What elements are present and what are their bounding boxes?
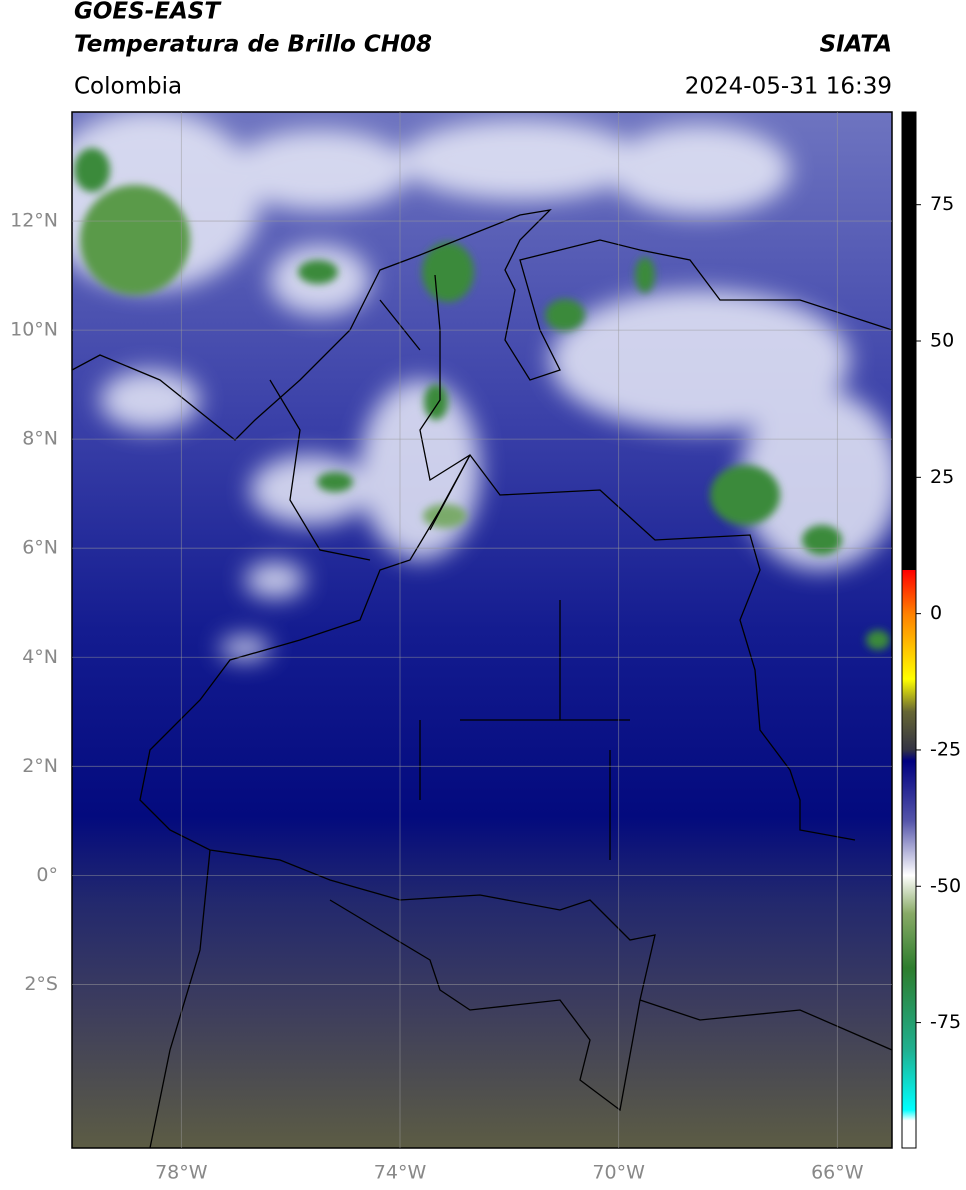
source: SIATA (820, 32, 892, 58)
colorbar (901, 111, 917, 1149)
y-tick-label: 4°N (22, 646, 58, 668)
colorbar-tick-label: -25 (930, 738, 961, 760)
x-tick-label: 70°W (592, 1162, 645, 1184)
colorbar-tick-label: -75 (930, 1011, 961, 1033)
y-tick-label: 12°N (10, 210, 58, 232)
y-tick-label: 8°N (22, 428, 58, 450)
x-tick-label: 78°W (155, 1162, 208, 1184)
y-tick-label: 2°N (22, 755, 58, 777)
datetime: 2024-05-31 16:39 (685, 74, 892, 100)
subtitle: Temperatura de Brillo CH08 (74, 32, 432, 58)
title: GOES-EAST (74, 0, 222, 25)
y-tick-label: 0° (36, 864, 58, 886)
colorbar-tick-label: 0 (930, 602, 942, 624)
region: Colombia (74, 74, 182, 100)
colorbar-tick-label: 50 (930, 330, 954, 352)
colorbar-tick-label: 75 (930, 193, 954, 215)
map-frame (71, 111, 893, 1149)
satellite-image (72, 112, 892, 1148)
x-tick-label: 74°W (374, 1162, 427, 1184)
y-tick-label: 10°N (10, 319, 58, 341)
colorbar-tick-label: 25 (930, 466, 954, 488)
y-tick-label: 6°N (22, 537, 58, 559)
colorbar-tick-label: -50 (930, 875, 961, 897)
y-tick-label: 2°S (24, 973, 58, 995)
x-tick-label: 66°W (811, 1162, 864, 1184)
